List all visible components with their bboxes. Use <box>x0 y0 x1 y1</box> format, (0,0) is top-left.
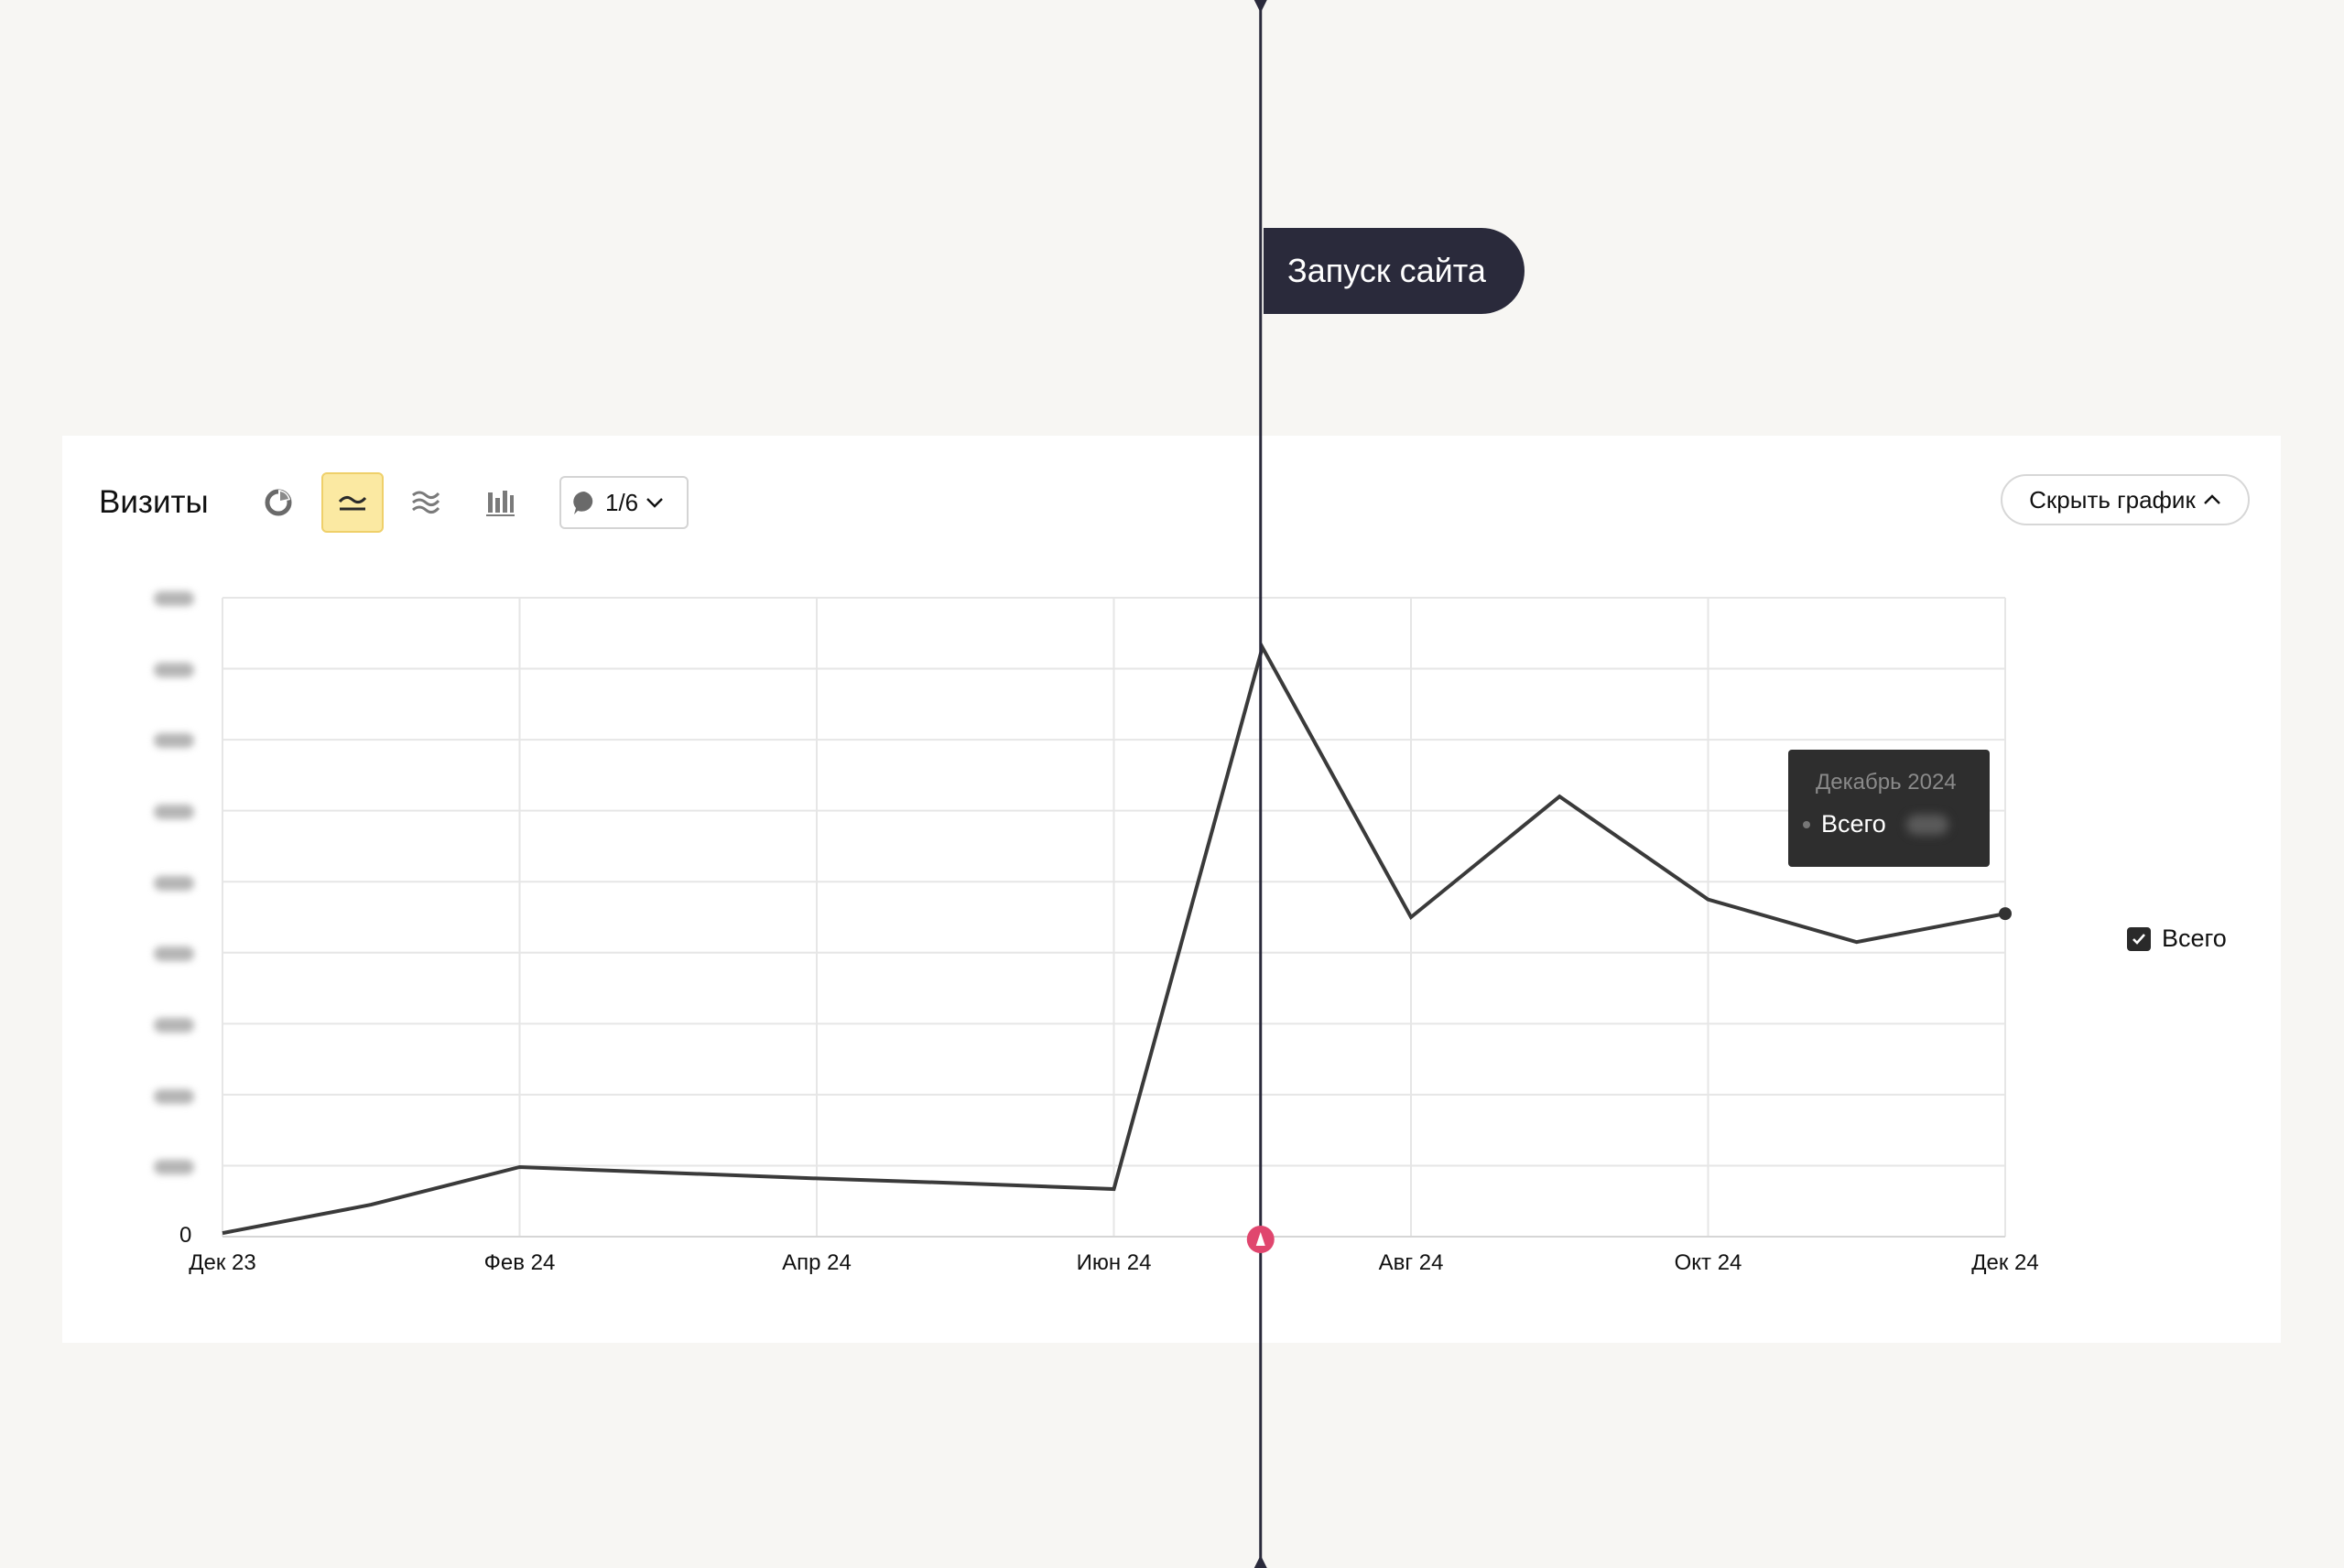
y-tick-label-obscured <box>154 1160 194 1174</box>
x-tick-label: Апр 24 <box>782 1250 852 1275</box>
event-line-top-arrow <box>1253 0 1267 13</box>
pie-chart-icon <box>265 489 292 516</box>
chart-tooltip: Декабрь 2024 Всего <box>1788 750 1990 867</box>
y-tick-label-obscured <box>154 946 194 961</box>
tool-line-chart[interactable] <box>321 472 384 533</box>
annotations-button[interactable]: 1/6 <box>559 476 689 529</box>
widget-title: Визиты <box>99 484 209 520</box>
x-tick-label: Авг 24 <box>1378 1250 1444 1275</box>
y-tick-label-obscured <box>154 733 194 748</box>
tooltip-title: Декабрь 2024 <box>1816 770 1957 795</box>
y-tick-label-obscured <box>154 591 194 606</box>
chart-series <box>222 643 2012 1236</box>
chevron-down-icon <box>646 498 664 508</box>
data-point-highlight <box>1999 907 2012 921</box>
chevron-up-icon <box>2203 494 2220 504</box>
event-label[interactable]: Запуск сайта <box>1264 228 1525 314</box>
x-tick-label: Фев 24 <box>483 1250 556 1275</box>
annotation-marker-glyph <box>1255 1232 1265 1246</box>
tooltip-series-name: Всего <box>1821 810 1886 838</box>
stacked-area-icon <box>412 491 440 514</box>
tooltip-series-dot <box>1803 820 1810 828</box>
hide-chart-button[interactable]: Скрыть график <box>2001 474 2250 525</box>
comment-icon <box>573 492 593 514</box>
y-tick-label-obscured <box>154 1089 194 1104</box>
tool-pie-chart[interactable] <box>247 472 309 533</box>
event-marker <box>1246 0 1275 1568</box>
bar-chart-icon <box>486 491 515 516</box>
y-tick-label-obscured <box>154 805 194 819</box>
hide-chart-label: Скрыть график <box>2029 485 2196 514</box>
y-tick-label-obscured <box>154 876 194 891</box>
line-chart-icon <box>338 495 367 511</box>
chart-grid <box>222 597 2006 1238</box>
legend-label: Всего <box>2162 925 2227 952</box>
y-tick-label-obscured <box>154 1018 194 1033</box>
annotations-counter: 1/6 <box>605 488 639 516</box>
event-line-bottom-arrow <box>1253 1555 1267 1568</box>
checkbox-checked-icon[interactable] <box>2127 926 2151 951</box>
tool-bar-chart[interactable] <box>469 472 531 533</box>
legend[interactable]: Всего <box>2127 925 2227 953</box>
series-line-total <box>222 643 2006 1236</box>
tooltip-value-obscured <box>1905 814 1948 835</box>
x-tick-label: Дек 23 <box>189 1250 256 1275</box>
x-tick-label: Июн 24 <box>1076 1250 1152 1275</box>
x-tick-label: Окт 24 <box>1674 1250 1742 1275</box>
tool-stacked-area[interactable] <box>395 472 457 533</box>
x-tick-label: Дек 24 <box>1971 1250 2039 1275</box>
y-tick-label: 0 <box>179 1223 192 1248</box>
chart-card <box>62 436 2281 1343</box>
tooltip-row: Всего <box>1803 810 1990 838</box>
y-tick-label-obscured <box>154 663 194 677</box>
